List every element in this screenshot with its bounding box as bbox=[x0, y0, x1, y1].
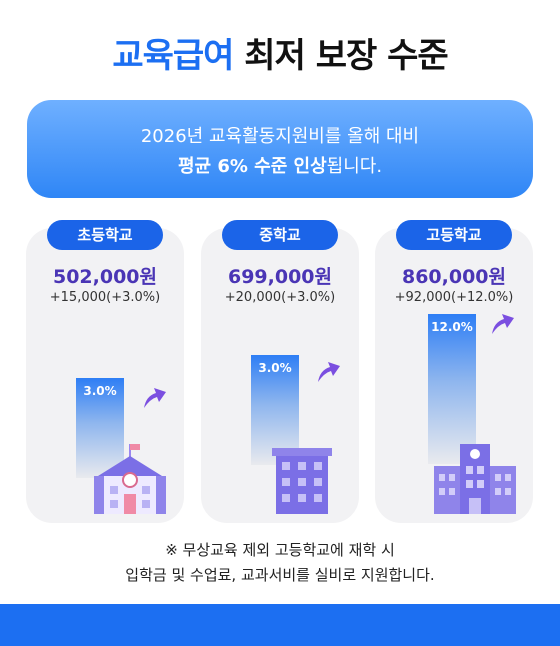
bar-middle-label: 3.0% bbox=[258, 361, 292, 375]
bar-elementary: 3.0% bbox=[76, 378, 124, 478]
elementary-school-icon bbox=[94, 444, 166, 514]
banner-line2: 평균 6% 수준 인상됩니다. bbox=[27, 152, 533, 178]
middle-school-icon bbox=[272, 448, 332, 514]
delta-high: +92,000(+12.0%) bbox=[394, 290, 514, 305]
bar-middle: 3.0% bbox=[251, 355, 299, 465]
amount-elementary: 502,000원 bbox=[52, 266, 158, 288]
bar-high-label: 12.0% bbox=[431, 320, 473, 334]
title-accent: 교육급여 bbox=[112, 36, 234, 76]
banner-line2-rest: 됩니다. bbox=[326, 156, 383, 177]
up-arrow-icon bbox=[318, 362, 340, 382]
label-elementary: 초등학교 bbox=[47, 220, 163, 250]
up-arrow-icon bbox=[144, 388, 166, 408]
up-arrow-icon bbox=[492, 314, 514, 334]
delta-elementary: +15,000(+3.0%) bbox=[49, 290, 161, 305]
banner-highlight: 평균 6% 수준 인상 bbox=[177, 156, 327, 177]
bar-high: 12.0% bbox=[428, 314, 476, 464]
high-school-icon bbox=[434, 444, 516, 514]
footnote: ※ 무상교육 제외 고등학교에 재학 시 입학금 및 수업료, 교과서비를 실비… bbox=[0, 538, 560, 588]
bar-elementary-label: 3.0% bbox=[83, 384, 117, 398]
delta-middle: +20,000(+3.0%) bbox=[224, 290, 336, 305]
footnote-line1: ※ 무상교육 제외 고등학교에 재학 시 bbox=[165, 541, 395, 559]
title-main: 최저 보장 수준 bbox=[244, 36, 448, 76]
banner-line1: 2026년 교육활동지원비를 올해 대비 bbox=[140, 126, 420, 147]
label-high: 고등학교 bbox=[396, 220, 512, 250]
footnote-line2: 입학금 및 수업료, 교과서비를 실비로 지원합니다. bbox=[125, 566, 435, 584]
info-banner: 2026년 교육활동지원비를 올해 대비 평균 6% 수준 인상됩니다. bbox=[27, 100, 533, 198]
amount-high: 860,000원 bbox=[401, 266, 507, 288]
page-title: 교육급여 최저 보장 수준 bbox=[0, 28, 560, 77]
label-middle: 중학교 bbox=[222, 220, 338, 250]
footer-bar bbox=[0, 604, 560, 646]
amount-middle: 699,000원 bbox=[227, 266, 333, 288]
